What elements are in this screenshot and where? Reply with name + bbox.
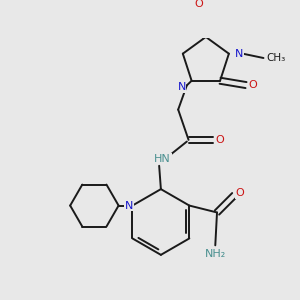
Text: O: O bbox=[235, 188, 244, 199]
Text: N: N bbox=[235, 49, 243, 59]
Text: N: N bbox=[124, 201, 133, 211]
Text: CH₃: CH₃ bbox=[266, 53, 285, 63]
Text: O: O bbox=[249, 80, 257, 90]
Text: N: N bbox=[178, 82, 186, 92]
Text: NH₂: NH₂ bbox=[205, 249, 226, 259]
Text: O: O bbox=[195, 0, 203, 9]
Text: HN: HN bbox=[154, 154, 171, 164]
Text: O: O bbox=[215, 135, 224, 145]
